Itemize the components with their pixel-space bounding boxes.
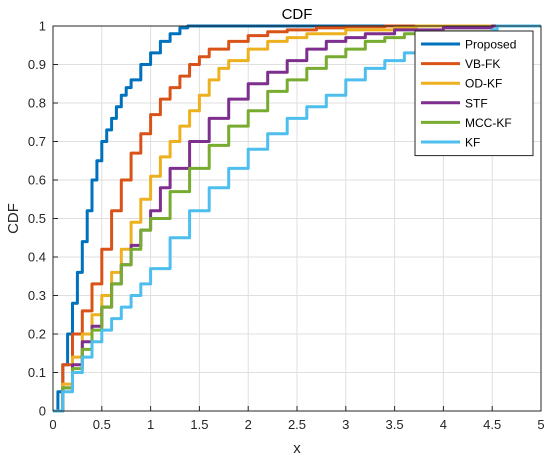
x-tick-label: 2.5 xyxy=(288,417,306,432)
series-line-stf xyxy=(53,24,541,413)
x-tick-label: 5 xyxy=(537,417,544,432)
legend-box xyxy=(414,30,534,157)
y-tick-label: 0.3 xyxy=(28,288,46,303)
y-axis-label: CDF xyxy=(5,203,22,234)
x-tick-label: 3.5 xyxy=(386,417,404,432)
legend-label-proposed: Proposed xyxy=(465,38,516,52)
series-line-vb-fk xyxy=(53,24,541,413)
x-tick-label: 1 xyxy=(147,417,154,432)
legend: Proposed VB-FK OD-KF STF MCC-KF KF xyxy=(414,30,534,157)
y-tick-label: 0.4 xyxy=(28,250,46,265)
y-tick-label: 0 xyxy=(39,404,46,419)
x-tick-label: 1.5 xyxy=(190,417,208,432)
y-tick-label: 0.1 xyxy=(28,365,46,380)
y-tick-label: 0.8 xyxy=(28,96,46,111)
x-tick-label: 0 xyxy=(49,417,56,432)
x-tick-label: 4 xyxy=(440,417,447,432)
axis-ticks: 0 0.5 1 1.5 2 2.5 3 3.5 4 4.5 5 0 0.1 0.2 0.3 0.4 0.5 0.6… xyxy=(28,19,545,433)
series-line-proposed xyxy=(53,24,541,413)
series-line-mcc-kf xyxy=(53,24,541,413)
y-tick-label: 0.5 xyxy=(28,211,46,226)
x-tick-label: 0.5 xyxy=(93,417,111,432)
chart-title: CDF xyxy=(282,6,313,23)
x-axis-label: x xyxy=(293,440,301,457)
legend-label-vb-fk: VB-FK xyxy=(465,57,500,71)
y-tick-label: 1 xyxy=(39,19,46,34)
y-tick-label: 0.2 xyxy=(28,327,46,342)
x-tick-label: 3 xyxy=(342,417,349,432)
y-tick-label: 0.7 xyxy=(28,134,46,149)
series-line-od-kf xyxy=(53,24,541,413)
y-tick-label: 0.9 xyxy=(28,57,46,72)
legend-label-mcc-kf: MCC-KF xyxy=(465,116,512,130)
legend-label-od-kf: OD-KF xyxy=(465,77,502,91)
legend-label-stf: STF xyxy=(465,96,488,110)
y-tick-label: 0.6 xyxy=(28,173,46,188)
x-tick-label: 4.5 xyxy=(483,417,501,432)
x-tick-label: 2 xyxy=(245,417,252,432)
legend-label-kf: KF xyxy=(465,136,480,150)
series-lines xyxy=(53,24,541,413)
